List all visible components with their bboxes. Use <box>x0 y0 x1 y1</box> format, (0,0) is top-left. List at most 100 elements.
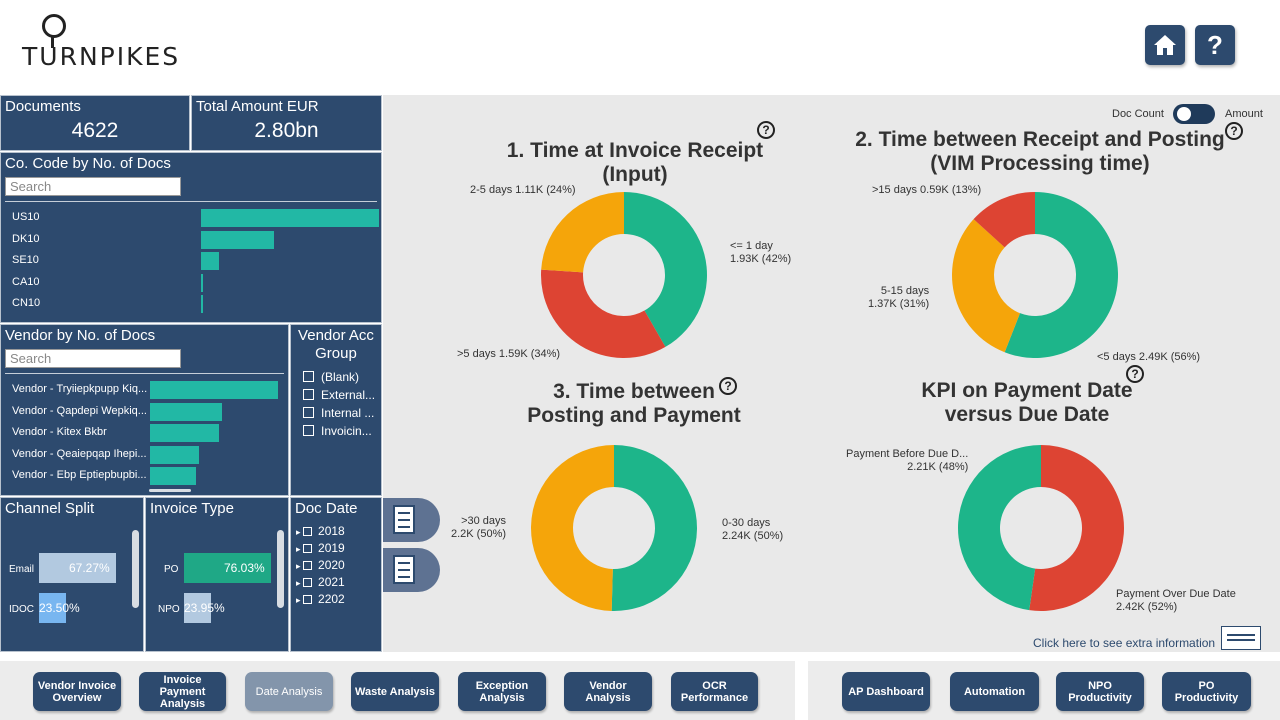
checkbox[interactable] <box>303 578 313 587</box>
checkbox[interactable] <box>303 595 313 604</box>
chart1-slice-2[interactable] <box>541 269 666 358</box>
extra-info-link[interactable]: Click here to see extra information <box>1033 636 1216 650</box>
channel-idoc-bar[interactable]: 23.50% <box>39 593 80 623</box>
doc-date-title: Doc Date <box>295 500 358 517</box>
vendor-label: Vendor - Ebp Eptiepbupbi... <box>12 469 147 481</box>
help-button[interactable]: ? <box>1195 25 1235 65</box>
vendor-row[interactable]: Vendor - Tryiiepkpupp Kiq... <box>1 381 288 399</box>
nav-ap-dashboard[interactable]: AP Dashboard <box>842 672 930 711</box>
vendor-bar <box>150 467 197 485</box>
expand-arrow-icon[interactable]: ▸ <box>296 595 304 605</box>
expand-arrow-icon[interactable]: ▸ <box>296 527 304 537</box>
chart1-label-2-5-days: 2-5 days 1.11K (24%) <box>470 184 576 196</box>
chart2-title: 2. Time between Receipt and Posting (VIM … <box>855 128 1225 175</box>
vendor-row[interactable]: Vendor - Ebp Eptiepbupbi... <box>1 467 288 485</box>
checkbox[interactable] <box>303 407 314 418</box>
doc-count-amount-toggle[interactable] <box>1173 104 1215 124</box>
invoice-po-label: PO <box>164 564 179 575</box>
turnpikes-logo: TURNPIKES <box>22 14 202 76</box>
chart3-label-0-30-days: 0-30 days 2.24K (50%) <box>722 517 784 542</box>
chart2-slice-1[interactable] <box>1004 192 1118 359</box>
co-code-row[interactable]: CN10 <box>1 295 381 313</box>
invoice-type-scrollbar[interactable] <box>277 530 284 608</box>
expand-arrow-icon[interactable]: ▸ <box>296 561 304 571</box>
vendor-acc-group-option[interactable]: Internal ... <box>303 406 374 420</box>
nav-automation[interactable]: Automation <box>950 672 1039 711</box>
vendor-acc-group-option[interactable]: Invoicin... <box>303 424 372 438</box>
info-card-icon[interactable] <box>1221 626 1261 650</box>
chart1-slice-1[interactable] <box>624 192 707 347</box>
co-code-search-input[interactable]: Search <box>5 177 181 196</box>
nav-invoice-payment-analysis[interactable]: Invoice Payment Analysis <box>139 672 226 711</box>
vendor-bar <box>150 402 222 421</box>
doc-date-option[interactable]: ▸ 2019 <box>296 541 345 555</box>
nav-date-analysis[interactable]: Date Analysis <box>245 672 333 711</box>
home-button[interactable] <box>1145 25 1185 65</box>
channel-idoc-label: IDOC <box>9 604 34 615</box>
checkbox[interactable] <box>303 527 313 536</box>
vendor-label: Vendor - Kitex Bkbr <box>12 426 107 438</box>
doc-date-option[interactable]: ▸ 2020 <box>296 558 345 572</box>
chart1-slice-3[interactable] <box>541 192 624 273</box>
co-code-row[interactable]: US10 <box>1 209 381 227</box>
doc-date-option[interactable]: ▸ 2021 <box>296 575 345 589</box>
doc-date-option[interactable]: ▸ 2202 <box>296 592 345 606</box>
checkbox[interactable] <box>303 389 314 400</box>
npo-tab[interactable] <box>383 498 440 542</box>
channel-email-label: Email <box>9 564 35 575</box>
chart1-label-gt-5-days: >5 days 1.59K (34%) <box>457 348 561 360</box>
co-code-title: Co. Code by No. of Docs <box>5 155 171 172</box>
chart1-help-icon[interactable]: ? <box>757 121 775 139</box>
nav-vendor-analysis[interactable]: Vendor Analysis <box>564 672 652 711</box>
vendor-row[interactable]: Vendor - Qapdepi Wepkiq... <box>1 402 288 421</box>
vendor-acc-group-option[interactable]: (Blank) <box>303 370 359 384</box>
documents-value: 4622 <box>71 119 119 142</box>
co-code-row[interactable]: CA10 <box>1 273 381 292</box>
checkbox[interactable] <box>303 371 314 382</box>
channel-email-bar[interactable]: 67.27% <box>39 553 116 583</box>
invoice-npo-bar[interactable]: 23.95% <box>184 593 225 623</box>
expand-arrow-icon[interactable]: ▸ <box>296 578 304 588</box>
chart4-slice-1[interactable] <box>1029 445 1125 611</box>
co-code-row[interactable]: DK10 <box>1 230 381 249</box>
chart4-title: KPI on Payment Date versus Due Date <box>921 379 1133 426</box>
chart1-title: 1. Time at Invoice Receipt (Input) <box>506 139 764 186</box>
logo-text: TURNPIKES <box>22 42 181 71</box>
vendor-row[interactable]: Vendor - Kitex Bkbr <box>1 424 288 442</box>
total-amount-label: Total Amount EUR <box>196 98 319 115</box>
checkbox[interactable] <box>303 544 313 553</box>
checkbox[interactable] <box>303 425 314 436</box>
chart3-label-gt-30-days: >30 days 2.2K (50%) <box>451 515 507 540</box>
nav-waste-analysis[interactable]: Waste Analysis <box>351 672 439 711</box>
invoice-npo-label: NPO <box>158 604 180 615</box>
co-code-bar <box>201 295 203 313</box>
nav-exception-analysis[interactable]: Exception Analysis <box>458 672 546 711</box>
vendor-acc-group-option[interactable]: External... <box>303 388 375 402</box>
chart3-slice-2[interactable] <box>531 445 614 611</box>
nav-vendor-invoice-overview[interactable]: Vendor Invoice Overview <box>33 672 121 711</box>
chart2-slice-2[interactable] <box>952 219 1021 353</box>
vendor-scrollbar[interactable] <box>149 489 191 492</box>
expand-arrow-icon[interactable]: ▸ <box>296 544 304 554</box>
nav-ocr-performance[interactable]: OCR Performance <box>671 672 758 711</box>
doc-date-option[interactable]: ▸ 2018 <box>296 524 345 538</box>
invoice-po-bar[interactable]: 76.03% <box>184 553 271 583</box>
chart2-help-icon[interactable]: ? <box>1225 122 1243 140</box>
chart3-help-icon[interactable]: ? <box>719 377 737 395</box>
co-code-label: CA10 <box>12 275 40 288</box>
nav-po-productivity[interactable]: PO Productivity <box>1162 672 1251 711</box>
chart4-help-icon[interactable]: ? <box>1126 365 1144 383</box>
vendor-search-input[interactable]: Search <box>5 349 181 368</box>
chart4-slice-2[interactable] <box>958 445 1041 611</box>
invoice-type-title: Invoice Type <box>150 500 234 517</box>
document-tab[interactable] <box>383 548 440 592</box>
document-icon <box>393 555 415 584</box>
chart2-slice-3[interactable] <box>973 192 1035 248</box>
nav-npo-productivity[interactable]: NPO Productivity <box>1056 672 1144 711</box>
co-code-row[interactable]: SE10 <box>1 252 381 270</box>
channel-scrollbar[interactable] <box>132 530 139 608</box>
chart3-slice-1[interactable] <box>611 445 698 611</box>
vendor-row[interactable]: Vendor - Qeaiepqap Ihepi... <box>1 445 288 464</box>
vendor-bar <box>150 424 220 442</box>
checkbox[interactable] <box>303 561 313 570</box>
